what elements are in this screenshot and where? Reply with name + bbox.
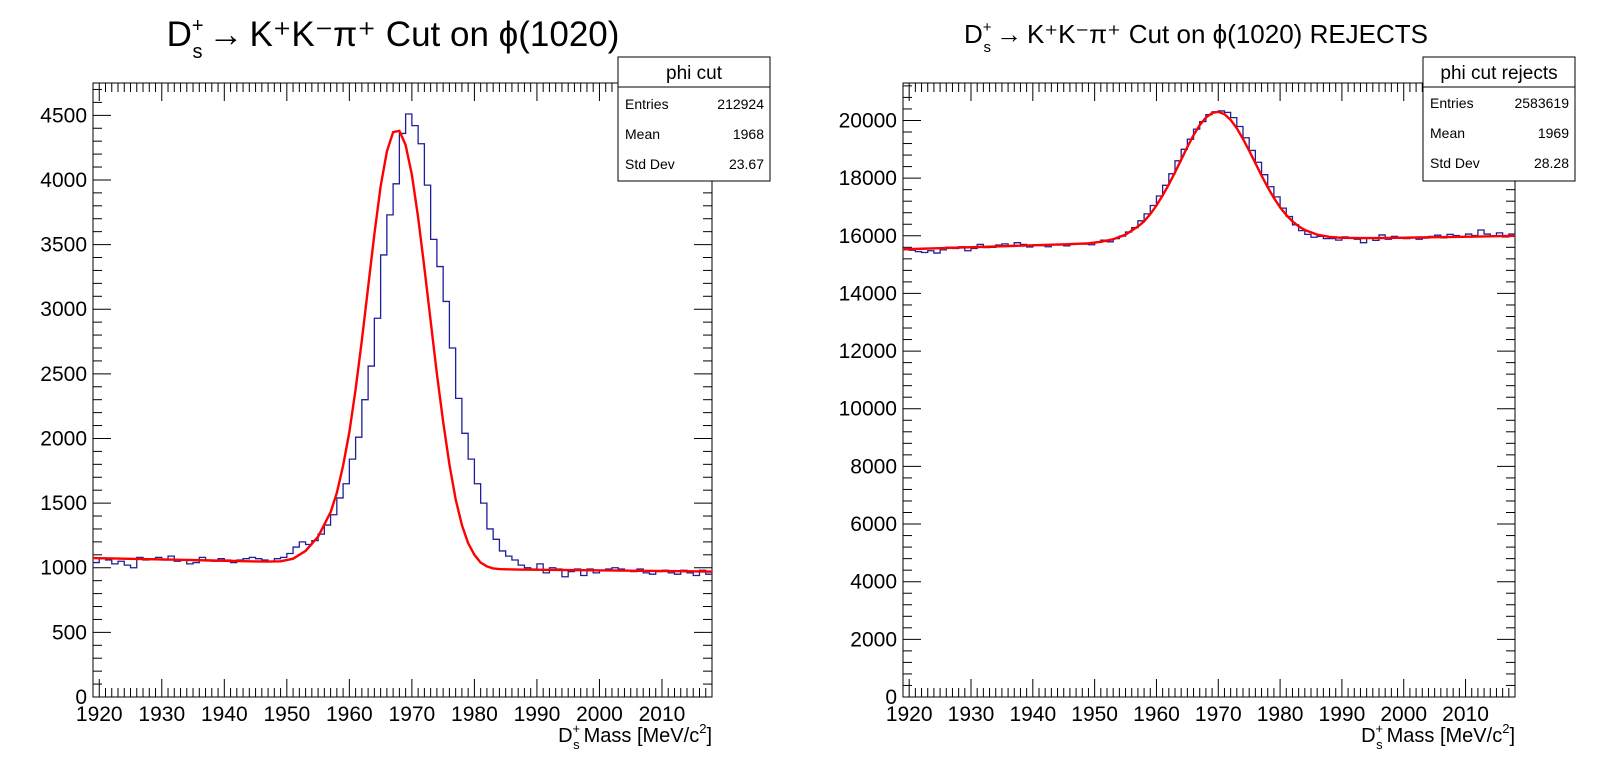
- y-tick-label: 4000: [850, 571, 897, 594]
- x-tick-label: 2010: [639, 703, 686, 726]
- fit-curve: [902, 110, 1516, 251]
- stats-entries-label: Entries: [625, 96, 669, 112]
- x-axis-title: D+ s Mass [MeV/c2]: [558, 721, 712, 752]
- histogram-series: [93, 113, 712, 578]
- stats-mean-value: 1968: [733, 126, 764, 142]
- axis-ticks: [92, 83, 713, 698]
- y-tick-label: 3500: [40, 234, 87, 257]
- y-tick-label: 3000: [40, 298, 87, 321]
- x-tick-label: 1980: [451, 703, 498, 726]
- x-tick-label: 1980: [1257, 703, 1304, 726]
- y-tick-labels: 0 500 1000 1500 2000 2500 3000 3500 4000 4500: [40, 104, 87, 709]
- stats-box: phi cut rejects Entries 2583619 Mean 196…: [1422, 56, 1576, 182]
- y-tick-label: 2000: [850, 628, 897, 651]
- y-tick-label: 16000: [839, 225, 897, 248]
- y-tick-label: 4000: [40, 169, 87, 192]
- stats-box: phi cut Entries 212924 Mean 1968 Std Dev…: [617, 56, 771, 182]
- stats-mean-value: 1969: [1538, 125, 1569, 141]
- plot-frame: [902, 82, 1516, 698]
- x-tick-label: 1940: [201, 703, 248, 726]
- stats-stddev-label: Std Dev: [625, 156, 675, 172]
- stats-box-name: phi cut: [666, 63, 723, 84]
- y-tick-label: 14000: [839, 282, 897, 305]
- x-axis-title: D+ s Mass [MeV/c2]: [1361, 721, 1515, 752]
- x-tick-label: 1970: [389, 703, 436, 726]
- y-tick-label: 0: [75, 686, 87, 709]
- y-tick-label: 1500: [40, 492, 87, 515]
- chart-panel-right: D+ s → K⁺K⁻π⁺ Cut on ϕ(1020) REJECTS 0 2000 40…: [839, 19, 1576, 752]
- x-tick-label: 1920: [76, 703, 123, 726]
- x-tick-label: 1950: [263, 703, 310, 726]
- stats-box-frame: [617, 56, 771, 182]
- stats-box-frame: [1422, 56, 1576, 182]
- x-tick-label: 1970: [1195, 703, 1242, 726]
- stats-mean-label: Mean: [625, 126, 660, 142]
- y-tick-label: 1000: [40, 557, 87, 580]
- stats-stddev-value: 23.67: [729, 156, 764, 172]
- chart-title: D+ s → K⁺K⁻π⁺ Cut on ϕ(1020) REJECTS: [964, 19, 1428, 56]
- stats-mean-label: Mean: [1430, 125, 1465, 141]
- y-tick-label: 6000: [850, 513, 897, 536]
- y-tick-label: 500: [52, 621, 87, 644]
- x-tick-label: 1930: [948, 703, 995, 726]
- y-tick-label: 2000: [40, 427, 87, 450]
- y-tick-label: 18000: [839, 167, 897, 190]
- x-tick-labels: 1920 1930 1940 1950 1960 1970 1980 1990 2000 2010: [886, 703, 1489, 726]
- x-tick-label: 1950: [1071, 703, 1118, 726]
- y-tick-label: 0: [885, 686, 897, 709]
- x-tick-label: 2000: [576, 703, 623, 726]
- stats-stddev-label: Std Dev: [1430, 155, 1480, 171]
- y-tick-label: 20000: [839, 109, 897, 132]
- x-tick-label: 2010: [1442, 703, 1489, 726]
- y-tick-labels: 0 2000 4000 6000 8000 10000 12000 14000 16000 180…: [839, 109, 897, 709]
- y-tick-label: 2500: [40, 363, 87, 386]
- x-tick-label: 1990: [1319, 703, 1366, 726]
- y-tick-label: 4500: [40, 104, 87, 127]
- x-tick-label: 1990: [514, 703, 561, 726]
- x-tick-label: 1920: [886, 703, 933, 726]
- x-tick-label: 2000: [1380, 703, 1427, 726]
- y-tick-label: 8000: [850, 455, 897, 478]
- plot-frame: [92, 82, 713, 698]
- y-tick-label: 10000: [839, 398, 897, 421]
- x-tick-label: 1960: [326, 703, 373, 726]
- x-tick-label: 1960: [1133, 703, 1180, 726]
- fit-curve: [92, 129, 713, 573]
- stats-box-name: phi cut rejects: [1440, 63, 1557, 84]
- x-tick-label: 1940: [1009, 703, 1056, 726]
- stats-entries-value: 2583619: [1514, 95, 1569, 111]
- chart-title: D+ s → K⁺K⁻π⁺ Cut on ϕ(1020): [167, 15, 620, 63]
- stats-entries-label: Entries: [1430, 95, 1474, 111]
- chart-panel-left: D+ s → K⁺K⁻π⁺ Cut on ϕ(1020) 0 500 1000 1500 200…: [40, 15, 771, 752]
- y-tick-label: 12000: [839, 340, 897, 363]
- stats-stddev-value: 28.28: [1534, 155, 1569, 171]
- x-tick-labels: 1920 1930 1940 1950 1960 1970 1980 1990 2000 2010: [76, 703, 685, 726]
- stats-entries-value: 212924: [717, 96, 764, 112]
- x-tick-label: 1930: [138, 703, 185, 726]
